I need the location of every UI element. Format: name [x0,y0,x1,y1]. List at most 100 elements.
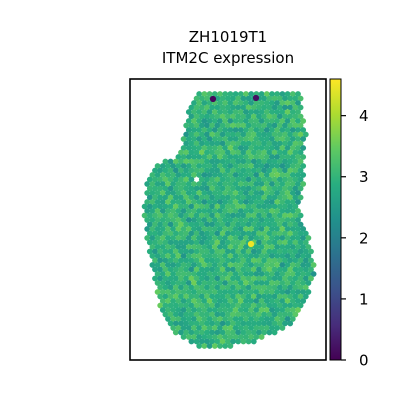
spot [170,289,177,295]
spot [201,181,208,187]
spot [201,91,208,97]
spot [289,217,296,223]
spot [271,212,278,219]
spot [282,230,288,237]
spot [230,230,236,237]
spot [284,280,291,286]
spot [159,172,166,178]
spot [282,239,288,246]
spot [253,334,260,340]
spot [300,145,307,151]
spot [292,266,299,273]
spot [219,149,226,156]
spot [178,221,184,228]
spot [284,244,291,250]
spot [258,127,265,133]
spot [266,167,273,174]
spot [245,302,252,309]
spot [243,136,249,142]
spot [224,212,231,219]
spot [279,289,286,295]
spot [289,298,296,304]
spot [217,307,223,313]
spot [175,199,182,205]
spot [217,208,223,214]
spot [253,190,260,196]
spot [172,302,179,309]
spot [227,136,234,142]
spot [193,230,200,237]
spot [295,145,301,151]
spot [258,154,265,160]
spot [201,289,208,295]
spot [245,275,252,282]
spot [261,122,268,129]
spot [206,100,213,106]
spot [269,145,275,151]
spot [219,338,226,345]
spot [172,293,179,300]
spot [279,127,286,133]
spot [271,185,278,192]
spot [245,185,252,192]
spot [196,100,203,106]
spot [245,140,252,147]
spot [183,221,190,228]
spot [263,262,270,268]
spot [250,203,257,210]
spot [243,325,249,331]
spot [292,149,299,156]
spot [162,221,169,228]
spot [209,113,216,120]
spot-low [252,94,260,102]
spot [196,172,203,178]
spot [302,248,309,255]
spot [248,145,255,151]
spot [201,208,208,214]
spot [209,194,216,201]
spot [217,145,223,151]
spot [222,307,229,313]
spot [276,266,283,273]
spot [276,104,283,111]
spot [235,185,242,192]
spot [227,199,234,205]
spot [240,158,247,165]
spot [256,284,262,291]
spot [206,334,213,340]
spot [279,109,286,115]
spot [214,194,221,201]
spot [183,266,190,273]
spot [209,185,216,192]
spot [188,257,195,264]
spot [211,244,218,250]
spot [232,127,239,133]
spot [170,262,177,268]
spot [206,244,213,250]
spot [263,190,270,196]
spot [185,253,192,259]
spot [256,266,262,273]
spot [188,329,195,336]
spot [287,239,294,246]
spot [198,167,205,174]
spot [263,298,270,304]
spot [209,257,216,264]
spot [230,122,236,129]
spot [279,145,286,151]
spot [282,275,288,282]
spot [219,113,226,120]
spot [240,293,247,300]
spot [170,280,177,286]
spot-high [247,240,255,248]
spot [206,91,213,97]
spot [235,284,242,291]
spot [232,253,239,259]
spot [287,176,294,183]
spot [188,158,195,165]
spot [175,289,182,295]
spot [214,203,221,210]
spot [274,280,281,286]
spot [188,221,195,228]
